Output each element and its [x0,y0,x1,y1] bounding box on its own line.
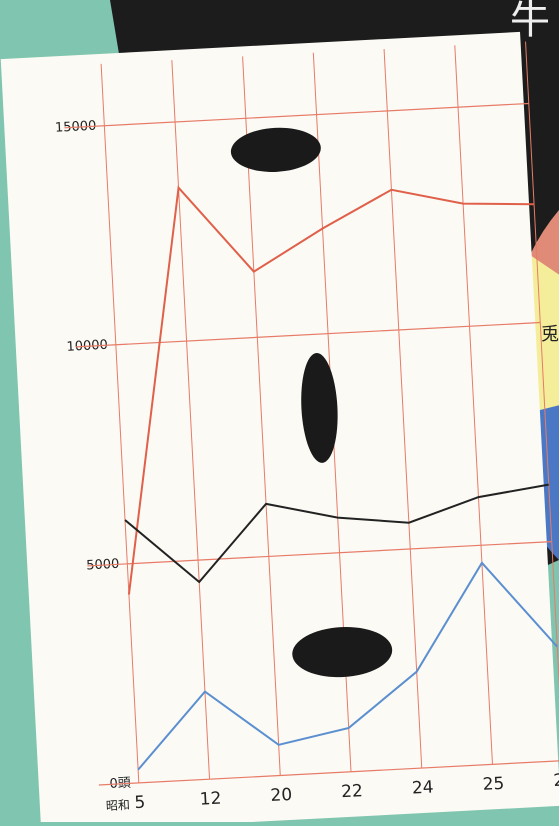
x-tick-label: 5 [134,793,146,814]
x-tick-label: 26 [553,770,559,791]
page: 牛 兎 0頭50001000015000昭和5122022242526 (() … [0,0,559,822]
x-tick-label: 24 [411,777,434,798]
x-tick-label: 22 [341,781,364,802]
x-tick-label: 25 [482,774,505,795]
x-axis-prefix: 昭和 [106,798,131,813]
annotation: 兎 [541,324,559,345]
x-tick-label: 12 [199,789,222,810]
chart: 牛 兎 0頭50001000015000昭和5122022242526 [0,0,559,822]
x-tick-label: 20 [270,785,293,806]
